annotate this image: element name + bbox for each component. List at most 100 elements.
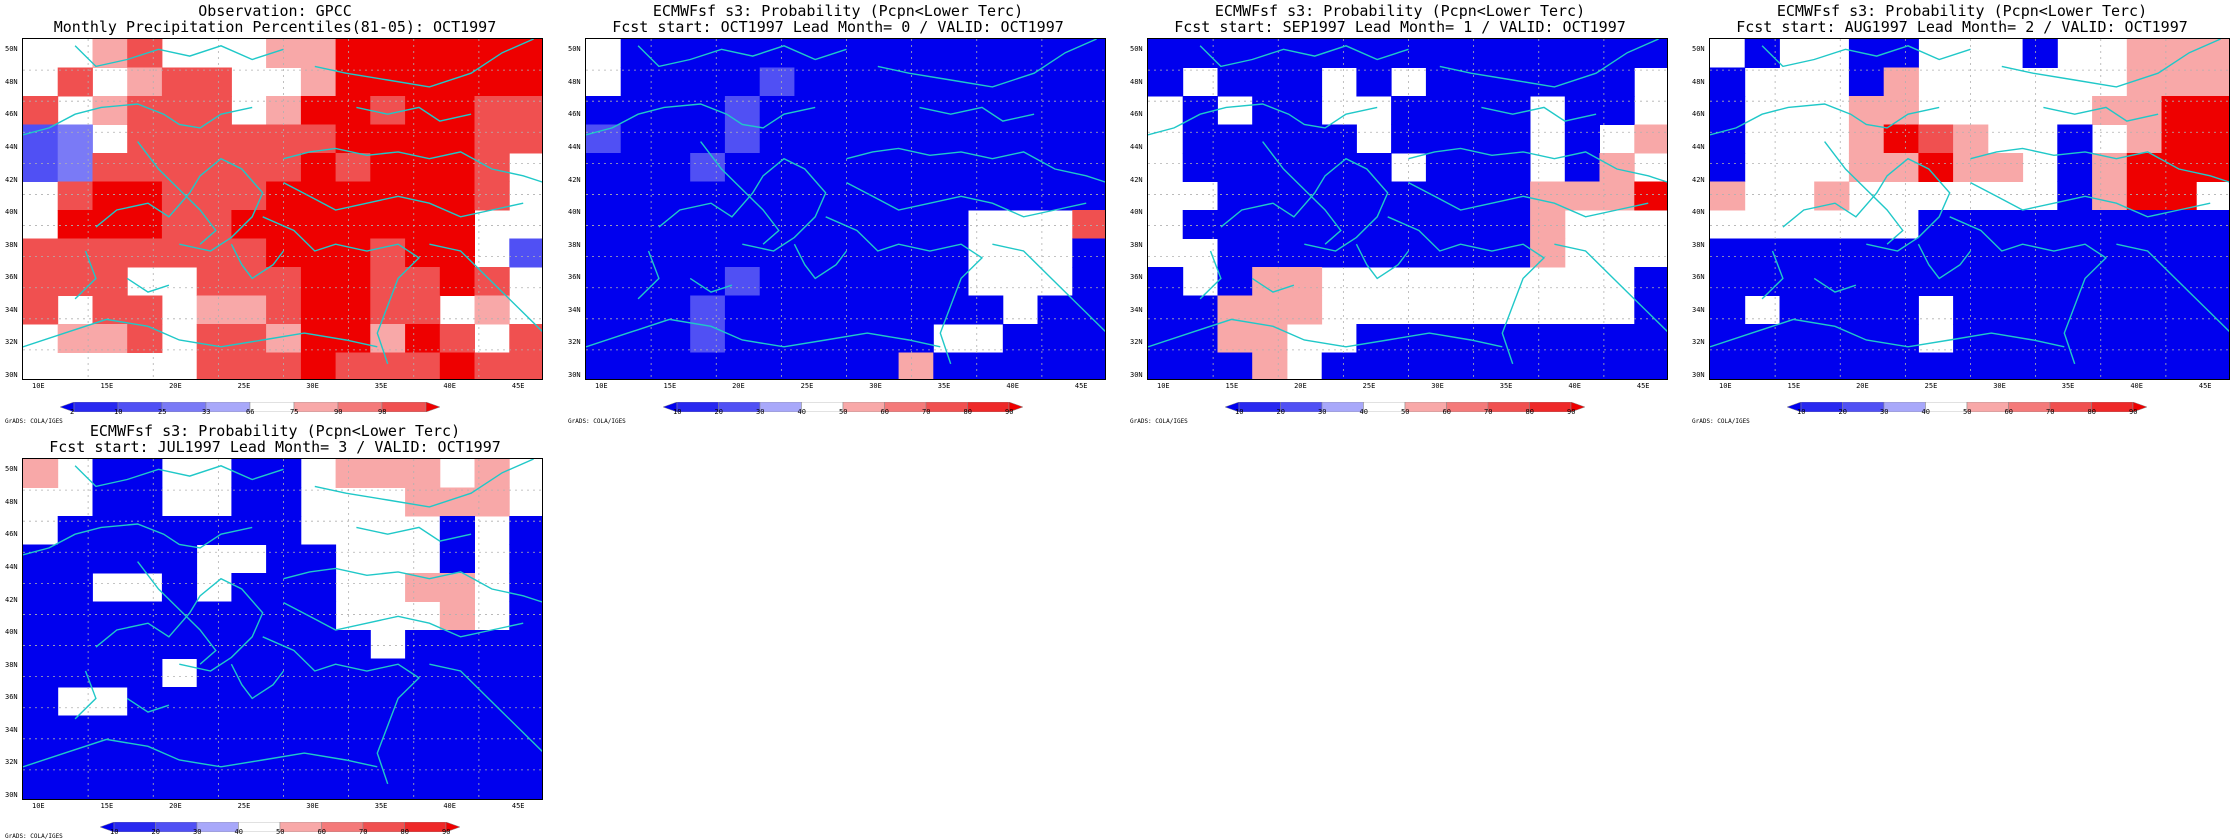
lat-tick-label: 34N <box>1130 305 1143 314</box>
colorbar-label: 75 <box>290 408 299 416</box>
grads-credit: GrADS: COLA/IGES <box>5 833 63 840</box>
colorbar-swatch <box>842 401 885 413</box>
grid-cell <box>1002 153 1038 182</box>
grid-cell <box>300 352 337 379</box>
grid-cell <box>1883 96 1919 125</box>
grid-cell <box>586 124 622 154</box>
coastline <box>1970 147 2229 183</box>
colorbar-label: 80 <box>963 408 972 416</box>
lat-tick-label: 38N <box>1692 240 1705 249</box>
grid-cell <box>335 630 371 659</box>
grid-cell <box>1286 210 1323 239</box>
lat-tick-label: 40N <box>5 628 18 637</box>
grid-cell <box>127 658 163 688</box>
coastline <box>126 697 170 713</box>
grid-cell <box>968 67 1004 97</box>
grid-cell <box>863 39 900 68</box>
coastline <box>586 318 941 348</box>
grid-cell <box>1002 124 1038 154</box>
grid-cell <box>231 687 267 716</box>
coastline <box>262 216 421 365</box>
grid-cell <box>509 238 542 268</box>
grid-cell <box>405 210 441 239</box>
coastline <box>262 636 421 785</box>
grid-cell <box>1002 324 1038 353</box>
colorbar-label: 30 <box>1880 408 1889 416</box>
coastline <box>877 39 1097 88</box>
grid-cell <box>161 67 198 97</box>
grid-cell <box>335 238 371 268</box>
coastline <box>137 561 217 665</box>
colorbar-label: 33 <box>202 408 211 416</box>
lon-tick-label: 40E <box>2130 382 2143 390</box>
map-lead-month-3 <box>22 458 543 800</box>
lat-tick-label: 44N <box>5 143 18 151</box>
grid-cell <box>439 153 475 182</box>
grid-cell <box>2126 39 2162 68</box>
grid-cell <box>1182 324 1218 353</box>
grid-cell <box>370 295 406 325</box>
colorbar-swatch <box>1966 401 2009 413</box>
grid-cell <box>57 573 93 602</box>
grid-cell <box>231 715 267 745</box>
grid-cell <box>405 772 441 799</box>
grid-cell <box>300 324 337 353</box>
grid-cell <box>1814 181 1850 211</box>
grid-cell <box>1217 324 1253 353</box>
grid-cell <box>300 573 337 602</box>
grid-cell <box>1814 352 1850 379</box>
colorbar-lead-month-2: 10 20 30 40 50 60 70 80 90 <box>1786 397 2148 421</box>
grid-cell <box>231 487 267 517</box>
grid-cell <box>2161 39 2197 68</box>
grid-cell <box>1321 181 1357 211</box>
grid-cell <box>196 96 232 125</box>
grid-cell <box>933 181 969 211</box>
colorbar-swatch <box>1842 401 1885 413</box>
grid-cell <box>1495 324 1531 353</box>
panel-title-line2: Monthly Precipitation Percentiles(81-05)… <box>53 18 497 36</box>
grid-cell <box>1425 181 1462 211</box>
grid-cell <box>196 67 232 97</box>
panel-lead-month-3: ECMWFsf s3: Probability (Pcpn<Lower Terc… <box>5 420 545 840</box>
grid-cell <box>1321 210 1357 239</box>
map-canvas <box>1148 39 1667 379</box>
grid-cell <box>655 267 691 296</box>
grid-cell <box>586 267 622 296</box>
grid-cell <box>231 267 267 296</box>
coastline <box>1148 318 1503 348</box>
grid-cell <box>2161 352 2197 379</box>
grid-cell <box>1460 124 1496 154</box>
grid-cell <box>439 715 475 745</box>
colorbar-label: 40 <box>1359 408 1368 416</box>
grid-cell <box>690 210 726 239</box>
grid-cell <box>1564 39 1600 68</box>
grid-cell <box>1252 352 1288 379</box>
grid-cell <box>1848 295 1885 325</box>
grid-cell <box>1883 295 1919 325</box>
grid-cell <box>231 630 267 659</box>
panel-title-line2: Fcst start: SEP1997 Lead Month= 1 / VALI… <box>1174 18 1626 36</box>
grid-cell <box>1286 181 1323 211</box>
coastline <box>1262 141 1342 245</box>
grid-cell <box>655 96 691 125</box>
grid-cell <box>1072 96 1105 125</box>
grid-cell <box>1744 352 1780 379</box>
grid-cell <box>1037 181 1073 211</box>
grid-cell <box>335 153 371 182</box>
grid-cell <box>1321 238 1357 268</box>
grid-cell <box>1918 124 1954 154</box>
lon-tick-label: 35E <box>374 802 388 810</box>
grid-cell <box>1286 67 1323 97</box>
colorbar-label: 30 <box>1318 408 1327 416</box>
grid-cell <box>439 124 475 154</box>
grid-cell <box>439 181 475 211</box>
coastline <box>2116 243 2229 333</box>
colorbar-label: 70 <box>1484 408 1493 416</box>
grid-cell <box>300 210 337 239</box>
grid-cell <box>1182 124 1218 154</box>
coastline <box>846 147 1105 183</box>
grid-cell <box>1710 181 1746 211</box>
grid-cell <box>863 181 900 211</box>
grid-cell <box>1564 324 1600 353</box>
lon-tick-label: 30E <box>1431 382 1444 390</box>
